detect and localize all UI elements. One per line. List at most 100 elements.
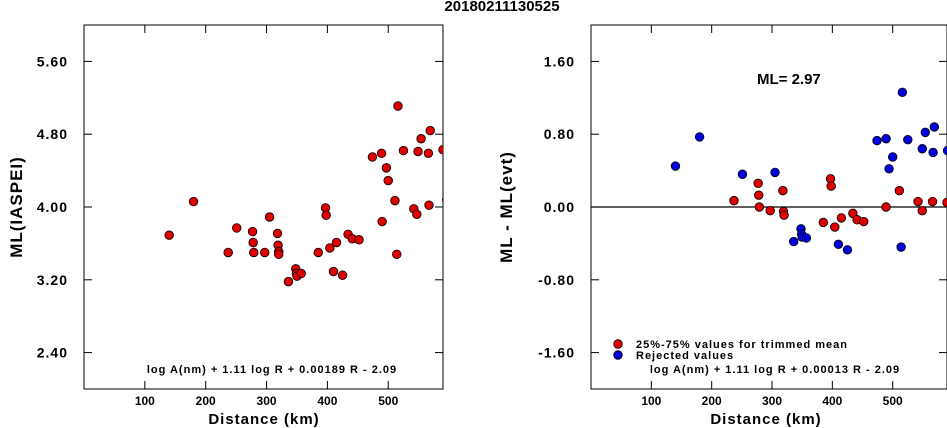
left-panel: 2.40 3.20 4.00 4.80 5.60 100 200 300 400 500 Dis… (7, 24, 444, 428)
x-tick-label: 200 (702, 394, 722, 408)
data-point (753, 178, 763, 189)
data-point (223, 247, 233, 258)
data-point (321, 210, 331, 220)
ml-value-annotation: ML= 2.97 (757, 71, 821, 88)
data-point (897, 87, 908, 98)
data-point (754, 202, 765, 212)
data-point (830, 222, 840, 232)
data-point (274, 249, 284, 260)
data-point (927, 196, 938, 207)
data-point (913, 196, 923, 207)
data-point (438, 144, 443, 155)
x-tick-label: 400 (317, 394, 337, 408)
data-point (390, 195, 400, 206)
data-point (377, 216, 387, 227)
data-point (942, 197, 947, 208)
left-formula-annotation: log A(nm) + 1.11 log R + 0.00189 R - 2.0… (147, 364, 397, 376)
data-point (754, 190, 764, 200)
data-point (801, 233, 812, 243)
left-y-axis-label: ML(IASPEI) (7, 156, 26, 258)
y-tick-label: 0.80 (544, 126, 575, 142)
data-point (232, 223, 242, 233)
data-point (942, 145, 947, 156)
data-point (413, 146, 423, 157)
data-point (694, 132, 705, 142)
data-point (789, 236, 799, 247)
data-point (416, 134, 426, 144)
data-point (367, 152, 378, 162)
data-point (423, 148, 434, 159)
data-point (164, 230, 174, 240)
data-point (392, 249, 402, 260)
right-data-points (670, 87, 947, 255)
data-point (903, 134, 913, 145)
legend: 25%-75% values for trimmed mean Rejected… (613, 339, 848, 362)
legend-marker-rejected (613, 350, 623, 360)
right-y-axis-label: ML - ML(evt) (497, 151, 516, 263)
left-y-axis: 2.40 3.20 4.00 4.80 5.60 (37, 53, 443, 361)
data-point (272, 228, 283, 239)
data-point (917, 205, 927, 216)
data-point (928, 147, 938, 158)
data-point (249, 247, 259, 258)
data-point (381, 163, 392, 173)
data-point (848, 208, 858, 219)
right-y-axis: -1.60 -0.80 0.00 0.80 1.60 (538, 53, 947, 361)
data-point (188, 196, 199, 207)
data-point (917, 144, 927, 154)
data-point (325, 243, 335, 253)
data-point (331, 237, 342, 248)
legend-marker-trimmed (613, 339, 623, 349)
y-tick-label: 3.20 (37, 272, 68, 288)
data-point (737, 169, 748, 179)
data-point (779, 210, 789, 220)
y-tick-label: 2.40 (37, 345, 68, 361)
data-point (283, 276, 294, 287)
data-point (884, 164, 894, 174)
data-point (881, 202, 891, 212)
x-tick-label: 500 (883, 394, 903, 408)
data-point (260, 247, 270, 258)
right-x-axis-label: Distance (km) (710, 411, 821, 428)
x-tick-label: 300 (257, 394, 277, 408)
data-point (412, 209, 422, 219)
data-point (929, 122, 940, 132)
data-point (424, 200, 434, 210)
x-tick-label: 200 (196, 394, 216, 408)
y-tick-label: 4.80 (37, 126, 68, 142)
y-tick-label: -0.80 (538, 272, 575, 288)
x-tick-label: 400 (822, 394, 842, 408)
data-point (859, 216, 869, 227)
x-tick-label: 100 (641, 394, 661, 408)
data-point (872, 135, 882, 146)
data-point (441, 196, 443, 203)
right-formula-annotation: log A(nm) + 1.11 log R + 0.00013 R - 2.0… (650, 364, 900, 376)
data-point (383, 175, 393, 186)
data-point (842, 245, 853, 255)
data-point (881, 134, 891, 144)
right-panel: -1.60 -0.80 0.00 0.80 1.60 100 200 300 400 500 D… (497, 24, 947, 428)
y-tick-label: -1.60 (538, 345, 575, 361)
figure-title: 20180211130525 (444, 0, 559, 15)
left-data-points (164, 101, 443, 287)
data-point (247, 226, 258, 237)
data-point (313, 247, 323, 258)
y-tick-label: 5.60 (37, 53, 68, 69)
y-tick-label: 1.60 (544, 53, 575, 69)
legend-label-trimmed: 25%-75% values for trimmed mean (636, 339, 848, 351)
points-group (670, 87, 947, 255)
data-point (826, 181, 836, 191)
x-tick-label: 500 (378, 394, 398, 408)
data-point (818, 217, 829, 228)
data-point (376, 148, 387, 159)
data-point (894, 185, 905, 196)
left-x-axis-label: Distance (km) (208, 411, 319, 428)
data-point (770, 167, 780, 178)
left-x-axis: 100 200 300 400 500 (135, 25, 399, 408)
data-point (765, 205, 775, 216)
data-point (729, 195, 739, 206)
data-point (836, 213, 847, 223)
left-plot-frame (83, 24, 444, 390)
data-point (887, 152, 898, 162)
y-tick-label: 0.00 (544, 199, 575, 215)
